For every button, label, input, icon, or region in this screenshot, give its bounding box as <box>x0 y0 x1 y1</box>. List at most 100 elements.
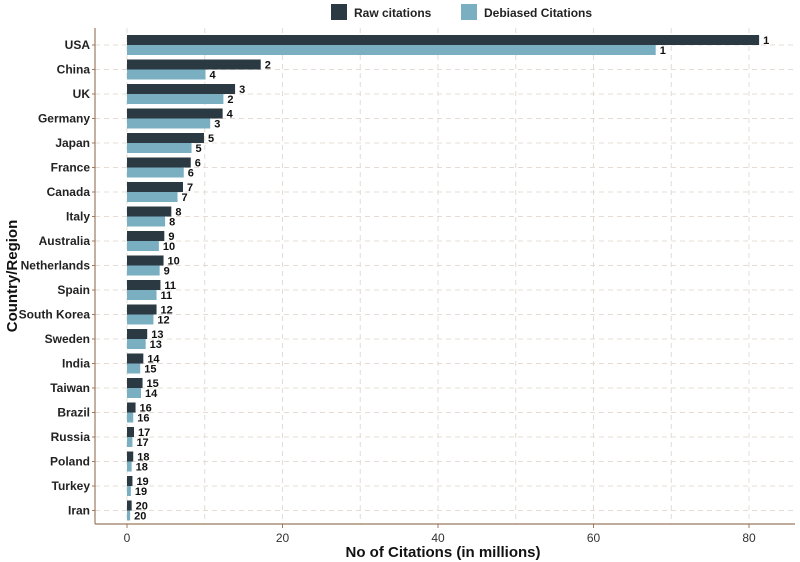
category-label: Canada <box>47 185 91 199</box>
debiased-rank-label: 7 <box>182 192 188 204</box>
x-tick-label: 40 <box>431 531 445 545</box>
category-label: Poland <box>50 455 90 469</box>
raw-citations-bar <box>127 451 134 462</box>
debiased-citations-bar <box>127 461 132 472</box>
raw-citations-bar <box>127 108 223 119</box>
raw-citations-bar <box>127 35 760 45</box>
raw-rank-label: 16 <box>140 403 152 415</box>
debiased-rank-label: 19 <box>135 486 147 498</box>
debiased-citations-bar <box>127 290 157 300</box>
legend-swatch-raw <box>331 4 347 20</box>
debiased-rank-label: 8 <box>169 217 175 229</box>
debiased-citations-bar <box>127 437 133 447</box>
raw-citations-bar <box>127 353 144 364</box>
debiased-citations-bar <box>127 118 211 129</box>
raw-rank-label: 11 <box>164 280 176 292</box>
debiased-citations-bar <box>127 265 160 276</box>
raw-citations-bar <box>127 476 133 486</box>
category-label: Japan <box>55 136 90 150</box>
x-tick-label: 60 <box>587 531 601 545</box>
raw-citations-bar <box>127 231 165 241</box>
category-label: France <box>51 161 91 175</box>
debiased-citations-bar <box>127 510 131 521</box>
debiased-rank-label: 13 <box>150 339 162 351</box>
debiased-citations-bar <box>127 94 224 104</box>
raw-citations-bar <box>127 206 172 217</box>
raw-rank-label: 4 <box>227 109 234 121</box>
raw-rank-label: 6 <box>195 158 201 170</box>
category-label: Russia <box>51 430 91 444</box>
raw-citations-bar <box>127 378 143 388</box>
raw-rank-label: 15 <box>147 378 159 390</box>
raw-rank-label: 19 <box>136 476 148 488</box>
debiased-citations-bar <box>127 412 134 423</box>
raw-citations-bar <box>127 255 164 266</box>
x-tick-label: 20 <box>276 531 290 545</box>
raw-citations-bar <box>127 182 183 192</box>
raw-rank-label: 5 <box>208 133 214 145</box>
category-label: Taiwan <box>50 381 90 395</box>
debiased-rank-label: 15 <box>144 364 156 376</box>
x-tick-label: 0 <box>124 531 131 545</box>
raw-citations-bar <box>127 157 191 168</box>
debiased-citations-bar <box>127 143 192 153</box>
raw-rank-label: 10 <box>168 256 180 268</box>
debiased-citations-bar <box>127 314 154 325</box>
debiased-rank-label: 20 <box>134 511 146 523</box>
debiased-rank-label: 5 <box>196 143 202 155</box>
raw-citations-bar <box>127 84 236 94</box>
debiased-citations-bar <box>127 45 656 55</box>
raw-rank-label: 13 <box>151 329 163 341</box>
raw-citations-bar <box>127 500 132 511</box>
raw-rank-label: 17 <box>138 427 150 439</box>
raw-citations-bar <box>127 59 261 70</box>
category-label: Italy <box>66 210 90 224</box>
raw-citations-bar <box>127 280 161 290</box>
legend-label-debiased: Debiased Citations <box>484 6 592 20</box>
legend-swatch-debiased <box>461 4 477 20</box>
category-label: Netherlands <box>21 259 91 273</box>
debiased-citations-bar <box>127 192 178 202</box>
legend-label-raw: Raw citations <box>354 6 432 20</box>
category-label: India <box>62 357 90 371</box>
raw-rank-label: 8 <box>175 207 181 219</box>
category-label: China <box>57 63 91 77</box>
debiased-citations-bar <box>127 69 206 80</box>
chart-axes: 0 20 40 60 80 <box>92 28 795 545</box>
category-label: Australia <box>39 234 91 248</box>
category-label: Germany <box>38 112 90 126</box>
raw-rank-label: 12 <box>161 305 173 317</box>
debiased-rank-label: 10 <box>163 241 175 253</box>
raw-rank-label: 18 <box>137 452 149 464</box>
raw-citations-bar <box>127 427 134 437</box>
debiased-rank-label: 6 <box>188 168 194 180</box>
x-tick-label: 80 <box>742 531 756 545</box>
raw-citations-bar <box>127 329 148 339</box>
category-label: Brazil <box>57 406 90 420</box>
y-axis-title: Country/Region <box>4 220 21 333</box>
debiased-rank-label: 17 <box>136 437 148 449</box>
debiased-citations-bar <box>127 241 159 251</box>
category-label: Turkey <box>52 479 91 493</box>
debiased-rank-label: 9 <box>164 266 170 278</box>
raw-rank-label: 3 <box>239 84 245 96</box>
debiased-rank-label: 3 <box>214 119 220 131</box>
debiased-citations-bar <box>127 216 166 227</box>
raw-rank-label: 9 <box>168 231 174 243</box>
debiased-rank-label: 4 <box>210 70 217 82</box>
category-label: UK <box>73 87 91 101</box>
raw-citations-bar <box>127 402 136 413</box>
debiased-citations-bar <box>127 486 131 496</box>
raw-rank-label: 1 <box>763 35 769 47</box>
chart-legend: Raw citations Debiased Citations <box>331 4 592 20</box>
raw-citations-bar <box>127 304 157 315</box>
category-label: Sweden <box>45 332 90 346</box>
debiased-citations-bar <box>127 167 184 178</box>
raw-rank-label: 14 <box>147 354 160 366</box>
debiased-citations-bar <box>127 339 146 349</box>
x-axis-title: No of Citations (in millions) <box>346 544 541 561</box>
debiased-rank-label: 1 <box>660 45 666 57</box>
chart-bars <box>127 35 760 521</box>
